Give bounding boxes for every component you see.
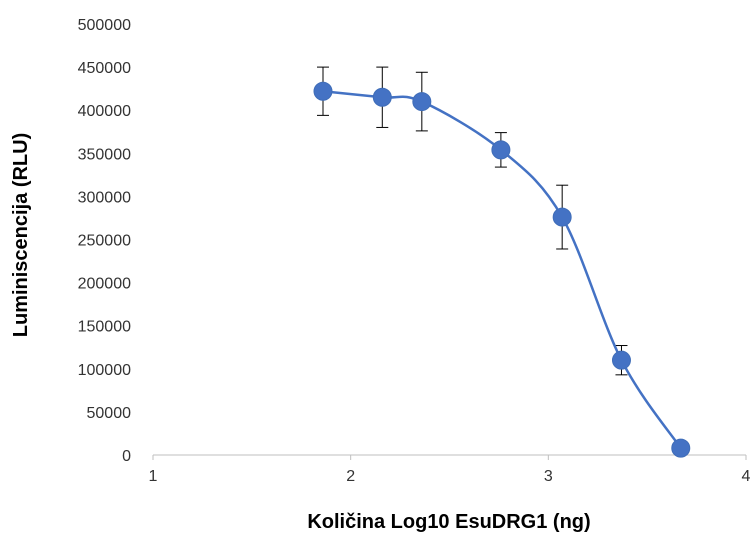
y-tick-label: 350000 [78,146,131,163]
y-tick-label: 50000 [87,405,132,422]
y-tick-label: 0 [122,448,131,465]
y-tick-label: 150000 [78,319,131,336]
data-point [313,81,333,101]
axes [152,454,747,460]
error-bars [316,66,628,376]
x-tick-label: 4 [742,468,751,485]
x-tick-label: 1 [149,468,158,485]
data-point [671,438,691,458]
data-point [491,140,511,160]
y-tick-label: 300000 [78,189,131,206]
y-tick-label: 250000 [78,233,131,250]
data-point [611,350,631,370]
x-tick-label: 3 [544,468,553,485]
y-tick-label: 400000 [78,103,131,120]
y-tick-label: 500000 [78,17,131,34]
x-tick-label: 2 [346,468,355,485]
data-point [552,207,572,227]
y-tick-label: 450000 [78,60,131,77]
data-point [372,87,392,107]
y-tick-label: 200000 [78,276,131,293]
data-points [313,81,691,458]
tick-labels: 1 2 3 4 0 50000 100000 150000 200000 250000 300000… [78,17,751,485]
x-axis-title: Količina Log10 EsuDRG1 (ng) [307,511,590,533]
y-tick-label: 100000 [78,362,131,379]
data-point [412,92,432,112]
y-axis-title: Luminiscencija (RLU) [10,133,32,337]
